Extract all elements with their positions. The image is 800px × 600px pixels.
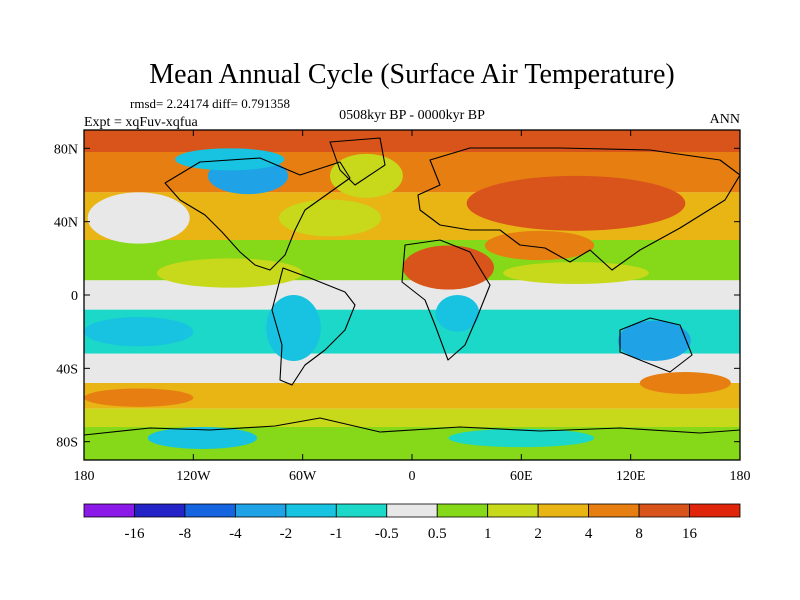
field-patch-7 — [402, 245, 495, 290]
field-zone-4 — [84, 280, 740, 310]
south-america-coast — [271, 267, 356, 386]
colorbar-swatch — [335, 503, 388, 518]
field-zone-8 — [84, 408, 740, 427]
field-patch-9 — [156, 258, 303, 288]
colorbar-label: -4 — [229, 526, 242, 542]
field-zone-7 — [84, 383, 740, 409]
axis-ticks: 180 120W 60W 0 60E 120E 180 80N 40N 0 40S 80S — [54, 130, 751, 484]
field-patch-14 — [617, 320, 691, 362]
colorbar-swatch — [83, 503, 135, 518]
field-patch-18 — [448, 428, 595, 448]
colorbar-label: 0.5 — [428, 526, 447, 542]
field-patch-5 — [193, 203, 267, 241]
y-tick-label: 80S — [56, 436, 78, 451]
colorbar-swatch — [537, 503, 590, 518]
field-patch-4 — [278, 199, 382, 237]
field-patch-17 — [147, 427, 258, 449]
coastlines — [84, 137, 740, 436]
y-tick-label: 40S — [56, 362, 78, 377]
north-america-coast — [164, 157, 351, 271]
field-patch-10 — [503, 262, 649, 284]
x-tick-label: 120W — [176, 469, 211, 484]
colorbar-label: 2 — [534, 526, 542, 542]
expt-label: Expt = xqFuv-xqfua — [84, 115, 198, 130]
colorbar-label: 8 — [635, 526, 643, 542]
field-patch-6 — [466, 175, 686, 231]
period-label: 0508kyr BP - 0000kyr BP — [339, 108, 485, 123]
y-tick-label: 80N — [54, 142, 78, 157]
colorbar-label: -1 — [330, 526, 343, 542]
y-tick-label: 0 — [71, 289, 78, 304]
field-patch-16 — [84, 388, 194, 407]
field-zone-0 — [84, 130, 740, 152]
x-tick-label: 60E — [510, 469, 533, 484]
chart-title: Mean Annual Cycle (Surface Air Temperatu… — [149, 59, 674, 90]
colorbar-swatch — [487, 503, 539, 518]
x-tick-label: 0 — [409, 469, 416, 484]
colorbar-label: -0.5 — [375, 526, 399, 542]
x-tick-label: 60W — [289, 469, 317, 484]
colorbar-label: 1 — [484, 526, 492, 542]
greenland-coast — [329, 137, 386, 186]
x-tick-label: 120E — [616, 469, 646, 484]
colorbar-swatch — [638, 503, 690, 518]
colorbar-swatch — [184, 503, 236, 518]
africa-coast — [401, 239, 491, 361]
colorbar-label: -8 — [179, 526, 192, 542]
field-patch-15 — [639, 372, 731, 394]
eurasia-coast — [417, 147, 740, 271]
colorbar-swatch — [234, 503, 287, 518]
antarctica-coast — [84, 417, 740, 436]
field-zone-6 — [84, 353, 740, 383]
colorbar-label: -16 — [124, 526, 144, 542]
x-tick-label: 180 — [730, 469, 751, 484]
colorbar-label: 4 — [585, 526, 593, 542]
colorbar: -16 -8 -4 -2 -1 -0.5 0.5 1 2 4 8 16 — [83, 503, 741, 542]
field-patch-0 — [330, 153, 403, 198]
australia-coast — [619, 317, 693, 373]
field-patch-11 — [84, 317, 194, 347]
field-patch-13 — [435, 295, 480, 332]
colorbar-swatch — [689, 503, 741, 518]
colorbar-swatch — [285, 503, 337, 518]
stats-label: rmsd= 2.24174 diff= 0.791358 — [130, 96, 290, 111]
map-plot: 180 120W 60W 0 60E 120E 180 80N 40N 0 40S 80S — [54, 129, 751, 484]
colorbar-swatch — [134, 503, 186, 518]
field-patch-3 — [87, 192, 190, 244]
y-tick-label: 40N — [54, 216, 78, 231]
colorbar-swatch — [436, 503, 489, 518]
season-label: ANN — [710, 112, 740, 127]
colorbar-swatch — [588, 503, 640, 518]
field-patch-2 — [175, 148, 285, 171]
temperature-field — [84, 130, 740, 460]
colorbar-label: 16 — [682, 526, 698, 542]
field-patch-8 — [484, 230, 595, 261]
x-tick-label: 180 — [74, 469, 95, 484]
colorbar-label: -2 — [280, 526, 293, 542]
field-patch-12 — [266, 295, 321, 361]
colorbar-swatch — [386, 503, 438, 518]
